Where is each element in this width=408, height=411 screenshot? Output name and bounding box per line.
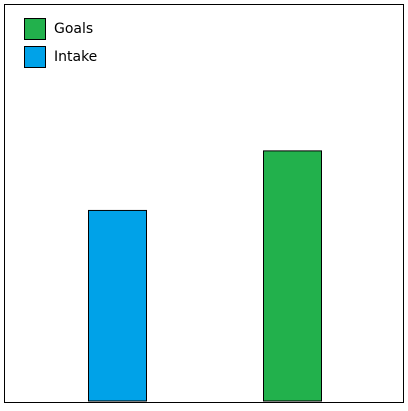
bar [88, 209, 147, 402]
legend-swatch [24, 46, 46, 68]
bar [263, 150, 322, 402]
legend-swatch [24, 18, 46, 40]
chart-frame [4, 4, 404, 403]
legend-label: Intake [54, 49, 97, 65]
legend-label: Goals [54, 21, 93, 37]
